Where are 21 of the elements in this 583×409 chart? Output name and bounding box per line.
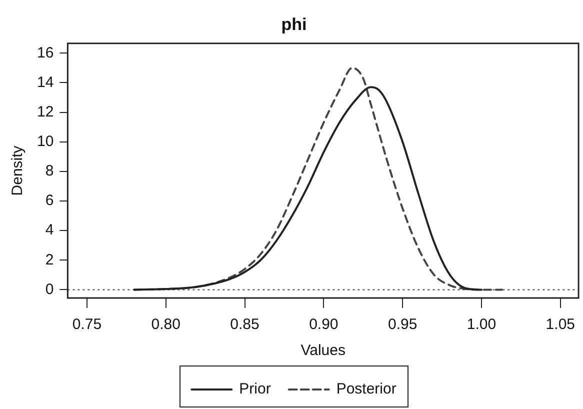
- y-tick-label: 4: [45, 222, 54, 239]
- x-tick-label: 1.00: [466, 316, 496, 334]
- legend-label: Posterior: [336, 380, 396, 398]
- y-tick-label: 14: [36, 74, 54, 91]
- y-tick-label: 8: [45, 162, 54, 180]
- y-tick-label: 16: [36, 44, 54, 62]
- x-tick-label: 0.75: [72, 316, 102, 334]
- y-tick-label: 12: [36, 103, 54, 120]
- x-tick-label: 1.05: [546, 316, 576, 334]
- y-tick-label: 0: [45, 280, 54, 298]
- y-tick-label: 6: [45, 192, 54, 210]
- y-tick-label: 2: [45, 251, 54, 268]
- x-tick-label: 0.90: [309, 316, 338, 334]
- x-tick-label: 0.95: [388, 316, 418, 334]
- y-axis-title: Density: [9, 145, 26, 196]
- chart-title: phi: [281, 14, 307, 34]
- legend-label: Prior: [239, 380, 271, 398]
- x-axis-title: Values: [300, 342, 346, 360]
- y-tick-label: 10: [36, 133, 54, 150]
- x-tick-label: 0.80: [151, 316, 180, 334]
- x-tick-label: 0.85: [230, 316, 260, 334]
